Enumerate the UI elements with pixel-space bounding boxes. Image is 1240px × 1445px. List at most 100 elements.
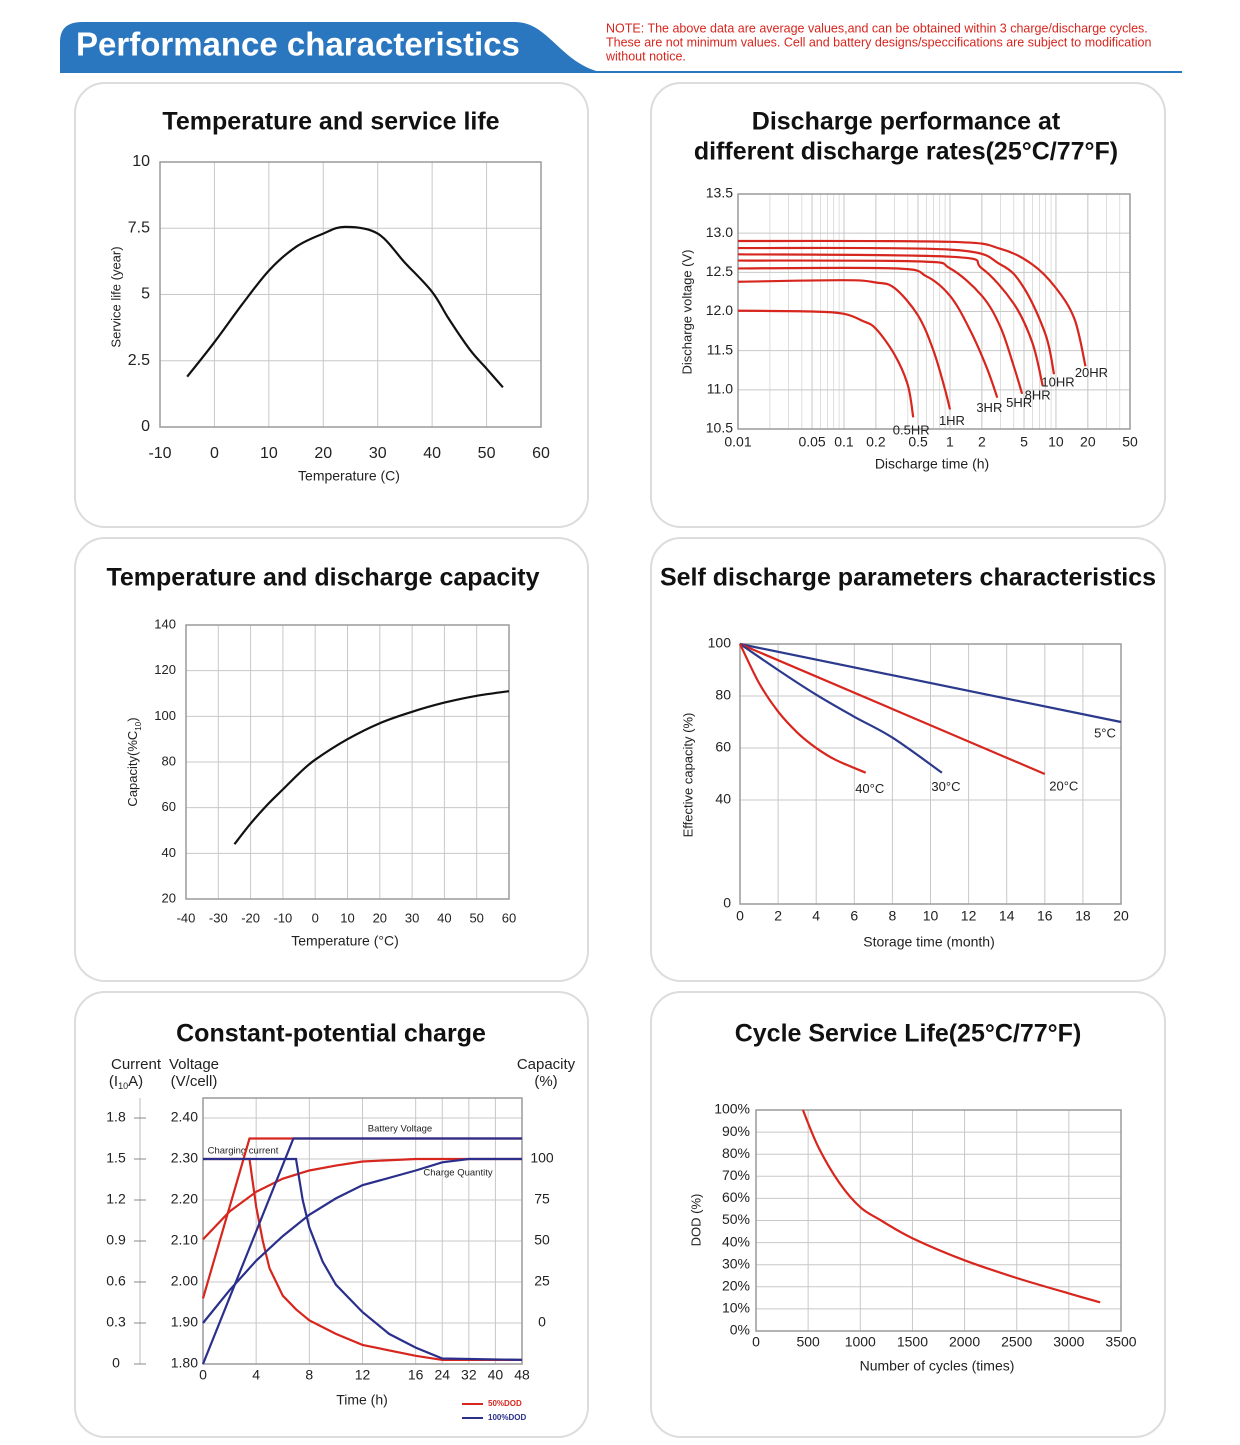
x-tick-label: 16	[408, 1367, 424, 1383]
x-tick-label: 1500	[897, 1334, 928, 1350]
x-tick-label: 6	[850, 908, 858, 924]
axis-label-part: A)	[128, 1073, 143, 1090]
axis-label: (V/cell)	[171, 1073, 218, 1090]
axis-label-sub: 10	[134, 721, 143, 730]
data-line	[739, 642, 1046, 776]
series-label: 0.5HR	[893, 423, 930, 438]
chart-title: Temperature and service life	[162, 108, 499, 136]
y-tick-label: 0.6	[106, 1273, 126, 1289]
x-tick-label: 3500	[1105, 1334, 1136, 1350]
y-tick-label: 2.00	[171, 1273, 198, 1289]
x-tick-label: 20	[1113, 908, 1129, 924]
y-tick-label: 40	[162, 845, 176, 860]
y-tick-label: 60%	[722, 1189, 750, 1205]
y-tick-label: 60	[715, 739, 731, 755]
y-tick-label: 120	[154, 662, 176, 677]
y-tick-label: 20	[162, 890, 176, 905]
x-tick-label: -10	[274, 910, 293, 925]
series-label: 1HR	[939, 413, 965, 428]
x-tick-label: 0.2	[866, 434, 886, 450]
chart-title: Self discharge parameters characteristic…	[660, 564, 1156, 592]
annotation: Charging current	[208, 1146, 279, 1157]
data-line	[739, 642, 1122, 724]
x-tick-label: 10	[260, 445, 278, 462]
x-tick-label: 40	[488, 1367, 504, 1383]
y-tick-label: 10.5	[706, 420, 733, 436]
y-tick-label: 0%	[730, 1322, 750, 1338]
x-tick-label: 50	[478, 445, 496, 462]
panel	[74, 537, 589, 982]
chart-title: Discharge performance at	[752, 108, 1061, 136]
y-tick-label: 1.8	[106, 1109, 126, 1125]
data-line	[739, 643, 867, 774]
x-tick-label: 30	[369, 445, 387, 462]
y-tick-label: 2.30	[171, 1150, 198, 1166]
x-tick-label: 0	[210, 445, 219, 462]
x-tick-label: 1	[946, 434, 954, 450]
data-line	[201, 1137, 522, 1365]
x-tick-label: 32	[461, 1367, 477, 1383]
y-tick-label: 2.20	[171, 1191, 198, 1207]
y-tick-label: 2.40	[171, 1109, 198, 1125]
y-tick-label: 1.90	[171, 1314, 198, 1330]
x-tick-label: 0.1	[834, 434, 854, 450]
axis-label: Voltage	[169, 1056, 219, 1073]
axis-label: (%)	[534, 1073, 557, 1090]
series-label: 5°C	[1094, 725, 1116, 740]
y-tick-label: 13.0	[706, 224, 733, 240]
y-tick-label: 70%	[722, 1167, 750, 1183]
x-tick-label: 12	[355, 1367, 371, 1383]
axis-label: Discharge voltage (V)	[679, 250, 694, 375]
data-line	[737, 279, 952, 410]
y-tick-label: 1.2	[106, 1191, 126, 1207]
data-line	[737, 309, 915, 418]
x-tick-label: 2	[978, 434, 986, 450]
x-tick-label: 8	[305, 1367, 313, 1383]
axis-label: Service life (year)	[108, 246, 123, 347]
page-title: Performance characteristics	[76, 26, 520, 63]
axis-label-part: )	[125, 717, 140, 721]
x-tick-label: 12	[961, 908, 977, 924]
data-line	[186, 225, 504, 389]
x-tick-label: 16	[1037, 908, 1053, 924]
x-tick-label: 0	[312, 910, 319, 925]
y-tick-label: 80%	[722, 1145, 750, 1161]
x-tick-label: 3000	[1053, 1334, 1084, 1350]
x-tick-label: 500	[796, 1334, 820, 1350]
y-tick-label: 0	[723, 895, 731, 911]
x-tick-label: 10	[1048, 434, 1064, 450]
y-tick-label: 90%	[722, 1123, 750, 1139]
y-tick-label: 30%	[722, 1255, 750, 1271]
series-label: 3HR	[976, 400, 1002, 415]
x-tick-label: 2	[774, 908, 782, 924]
x-tick-label: 20	[373, 910, 387, 925]
y-tick-label: 1.5	[106, 1150, 126, 1166]
y-tick-label: 0.3	[106, 1314, 126, 1330]
chart-title: Cycle Service Life(25°C/77°F)	[735, 1020, 1082, 1048]
y-tick-label: 0.9	[106, 1232, 126, 1248]
x-tick-label: 40	[437, 910, 451, 925]
panel	[650, 537, 1166, 982]
x-tick-label: -40	[177, 910, 196, 925]
x-tick-label: 0.01	[724, 434, 751, 450]
chart-title: Constant-potential charge	[176, 1020, 486, 1048]
x-tick-label: 10	[923, 908, 939, 924]
y-tick-label: 50%	[722, 1211, 750, 1227]
y-tick-label: 2.5	[128, 352, 150, 369]
x-tick-label: 20	[314, 445, 332, 462]
panel	[74, 82, 589, 528]
x-tick-label: 48	[514, 1367, 530, 1383]
x-tick-label: 20	[1080, 434, 1096, 450]
x-tick-label: 60	[502, 910, 516, 925]
axis-label-part: Capacity(%C	[125, 731, 140, 807]
plot-frame	[739, 643, 1122, 905]
axis-label: Capacity(%C10)	[125, 717, 142, 806]
axis-label: Time (h)	[336, 1392, 388, 1408]
y-tick-label: 100	[154, 708, 176, 723]
y-tick-label: 80	[715, 687, 731, 703]
y-tick-label: 5	[141, 286, 150, 303]
axis-label: Number of cycles (times)	[860, 1358, 1015, 1374]
y-tick-label: 100	[708, 635, 732, 651]
